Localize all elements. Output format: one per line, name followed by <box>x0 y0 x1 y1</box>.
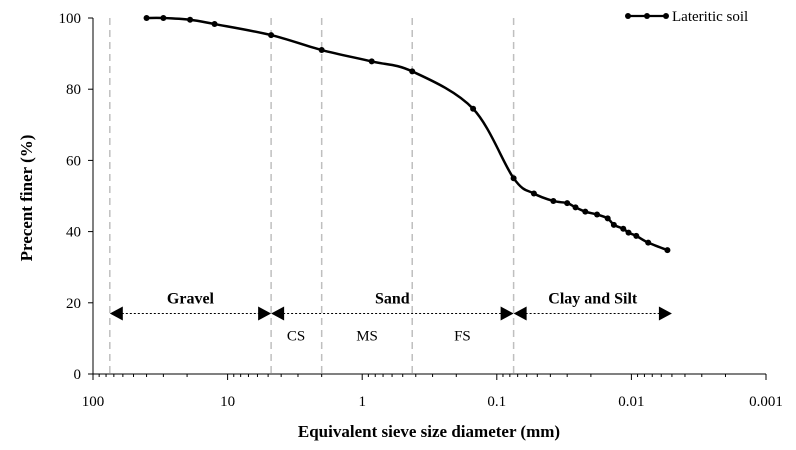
data-point <box>160 15 167 21</box>
data-point <box>211 21 218 28</box>
y-tick-label: 0 <box>74 367 82 383</box>
data-point <box>530 190 537 197</box>
region-arrowhead-right <box>658 306 672 321</box>
x-tick-label: 0.01 <box>618 394 644 410</box>
data-point <box>564 200 571 207</box>
regions-layer: Gravel Sand Clay and Silt CS MS FS <box>109 290 672 344</box>
y-tick-label: 100 <box>59 11 82 27</box>
y-tick-label: 80 <box>66 82 81 98</box>
x-axis-title: Equivalent sieve size diameter (mm) <box>298 422 560 441</box>
data-point <box>510 175 517 182</box>
data-point <box>187 16 194 23</box>
data-point <box>582 208 589 215</box>
legend-marker-mid <box>644 13 650 19</box>
data-point <box>550 197 557 204</box>
x-tick-label: 0.001 <box>749 394 783 410</box>
x-tick-label: 100 <box>82 394 105 410</box>
data-point <box>368 58 375 65</box>
x-tick-label: 1 <box>358 394 366 410</box>
data-point <box>604 215 611 222</box>
data-point <box>268 32 275 39</box>
axes-layer: Equivalent sieve size diameter (mm) Prec… <box>17 11 783 441</box>
boundary-layer <box>109 18 515 374</box>
data-point <box>143 15 150 21</box>
data-point <box>610 221 617 228</box>
subregion-label: MS <box>356 328 378 344</box>
y-tick-label: 60 <box>66 153 81 169</box>
data-point <box>409 68 416 75</box>
data-point <box>318 47 325 54</box>
region-arrowhead-right <box>500 306 514 321</box>
data-point <box>594 211 601 218</box>
x-tick-label: 10 <box>220 394 235 410</box>
data-point <box>470 105 477 112</box>
legend: Lateritic soil <box>625 9 748 25</box>
y-axis-title: Precent finer (%) <box>17 135 36 262</box>
region-label: Sand <box>375 290 410 307</box>
y-tick-label: 20 <box>66 296 81 312</box>
region-label: Clay and Silt <box>548 290 638 307</box>
region-arrowhead-left <box>109 306 123 321</box>
series-line <box>146 16 668 252</box>
data-point <box>625 229 632 236</box>
x-tick-label: 0.1 <box>487 394 506 410</box>
region-arrowhead-left <box>271 306 285 321</box>
region-arrowhead-left <box>513 306 527 321</box>
data-point <box>645 239 652 246</box>
subregion-label: CS <box>287 328 305 344</box>
y-tick-label: 40 <box>66 225 81 241</box>
region-arrowhead-right <box>258 306 272 321</box>
legend-marker-left <box>625 13 631 19</box>
data-point <box>620 225 627 232</box>
subregion-label: FS <box>454 328 471 344</box>
series-layer <box>143 15 671 254</box>
data-point <box>633 232 640 239</box>
region-label: Gravel <box>167 290 215 307</box>
legend-label: Lateritic soil <box>672 9 748 25</box>
legend-marker-right <box>663 13 669 19</box>
data-point <box>572 204 579 211</box>
data-point <box>664 247 671 254</box>
